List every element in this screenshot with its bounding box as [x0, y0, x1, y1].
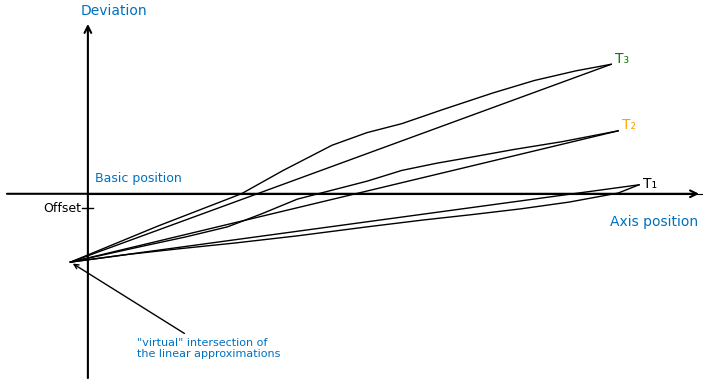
Text: Basic position: Basic position — [95, 172, 181, 185]
Text: Axis position: Axis position — [610, 215, 698, 229]
Text: T₂: T₂ — [621, 119, 635, 132]
Text: Offset: Offset — [43, 202, 81, 215]
Text: Deviation: Deviation — [81, 3, 148, 18]
Text: "virtual" intersection of
the linear approximations: "virtual" intersection of the linear app… — [74, 264, 280, 359]
Text: T₃: T₃ — [615, 52, 629, 66]
Text: T₁: T₁ — [642, 177, 657, 191]
